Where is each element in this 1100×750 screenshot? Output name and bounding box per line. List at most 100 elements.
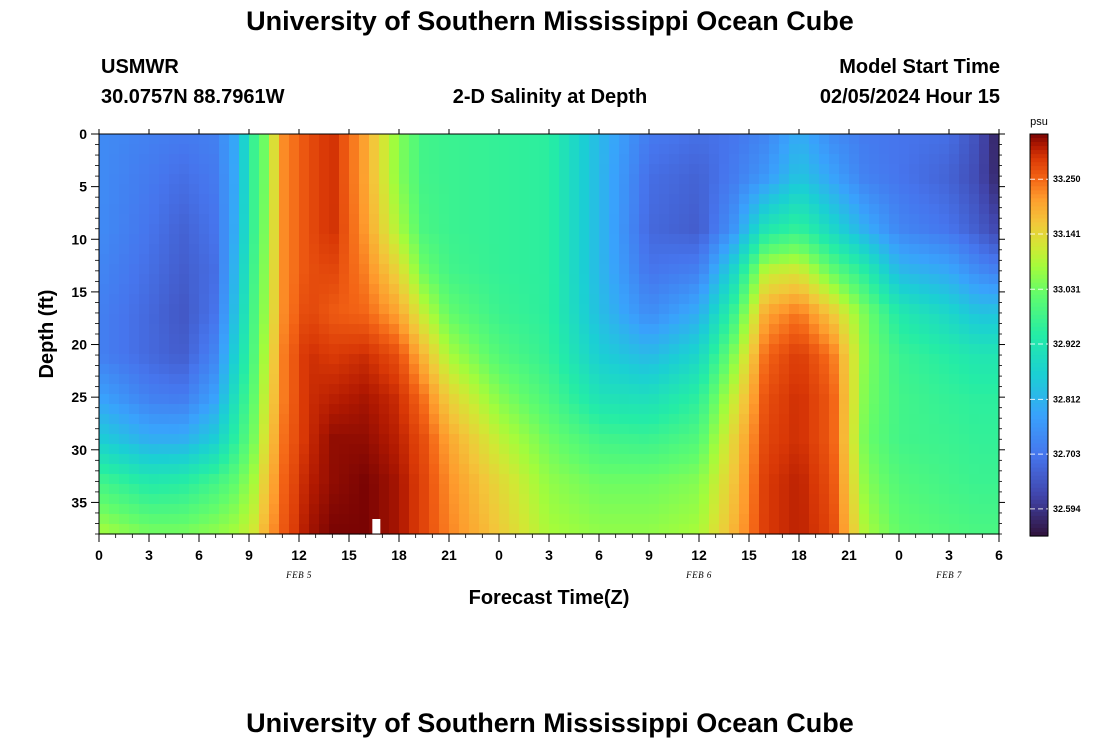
heatmap-cell — [679, 204, 690, 215]
heatmap-cell — [269, 444, 280, 455]
colorbar-segment — [1030, 202, 1048, 207]
heatmap-cell — [239, 414, 250, 425]
heatmap-cell — [469, 404, 480, 415]
heatmap-cell — [589, 364, 600, 375]
heatmap-cell — [219, 244, 230, 255]
heatmap-cell — [959, 254, 970, 265]
heatmap-cell — [849, 444, 860, 455]
heatmap-cell — [459, 434, 470, 445]
heatmap-cell — [869, 344, 880, 355]
heatmap-cell — [429, 324, 440, 335]
heatmap-cell — [219, 264, 230, 275]
heatmap-cell — [289, 184, 300, 195]
heatmap-cell — [509, 434, 520, 445]
heatmap-cell — [169, 134, 180, 145]
heatmap-cell — [119, 154, 130, 165]
heatmap-cell — [649, 384, 660, 395]
heatmap-cell — [429, 254, 440, 265]
colorbar-segment — [1030, 435, 1048, 441]
heatmap-cell — [439, 174, 450, 185]
heatmap-cell — [949, 504, 960, 515]
heatmap-cell — [349, 384, 360, 395]
heatmap-cell — [319, 264, 330, 275]
heatmap-cell — [439, 184, 450, 195]
heatmap-cell — [949, 454, 960, 465]
heatmap-cell — [879, 184, 890, 195]
heatmap-cell — [389, 304, 400, 315]
heatmap-cell — [379, 494, 390, 505]
heatmap-cell — [659, 194, 670, 205]
heatmap-cell — [769, 424, 780, 435]
heatmap-cell — [619, 494, 630, 505]
heatmap-cell — [99, 444, 110, 455]
heatmap-cell — [659, 164, 670, 175]
colorbar-segment — [1030, 499, 1048, 505]
heatmap-cell — [409, 264, 420, 275]
heatmap-cell — [259, 204, 270, 215]
heatmap-cell — [329, 474, 340, 485]
heatmap-cell — [649, 364, 660, 375]
x-tick-label: 9 — [245, 547, 253, 563]
heatmap-cell — [409, 514, 420, 525]
heatmap-cell — [189, 464, 200, 475]
heatmap-cell — [249, 224, 260, 235]
heatmap-cell — [729, 184, 740, 195]
heatmap-cell — [729, 224, 740, 235]
heatmap-cell — [149, 134, 160, 145]
heatmap-cell — [629, 504, 640, 515]
heatmap-cell — [149, 454, 160, 465]
heatmap-cell — [679, 344, 690, 355]
heatmap-cell — [779, 374, 790, 385]
heatmap-cell — [939, 464, 950, 475]
heatmap-cell — [289, 134, 300, 145]
heatmap-cell — [679, 494, 690, 505]
heatmap-cell — [569, 244, 580, 255]
heatmap-cell — [529, 284, 540, 295]
heatmap-cell — [199, 214, 210, 225]
heatmap-cell — [889, 204, 900, 215]
heatmap-cell — [779, 304, 790, 315]
heatmap-cell — [599, 194, 610, 205]
heatmap-cell — [129, 244, 140, 255]
heatmap-cell — [649, 334, 660, 345]
heatmap-cell — [689, 504, 700, 515]
colorbar-segment — [1030, 262, 1048, 268]
heatmap-cell — [869, 434, 880, 445]
heatmap-cell — [549, 324, 560, 335]
heatmap-cell — [639, 374, 650, 385]
heatmap-cell — [99, 454, 110, 465]
heatmap-cell — [229, 524, 240, 535]
heatmap-cell — [189, 284, 200, 295]
colorbar-segment — [1030, 310, 1048, 316]
heatmap-cell — [419, 444, 430, 455]
heatmap-cell — [919, 174, 930, 185]
heatmap-cell — [729, 374, 740, 385]
heatmap-cell — [979, 454, 990, 465]
heatmap-cell — [519, 134, 530, 145]
heatmap-cell — [259, 254, 270, 265]
heatmap-cell — [369, 264, 380, 275]
heatmap-cell — [559, 484, 570, 495]
heatmap-cell — [449, 344, 460, 355]
heatmap-cell — [949, 244, 960, 255]
heatmap-cell — [519, 234, 530, 245]
heatmap-cell — [819, 224, 830, 235]
heatmap-cell — [459, 234, 470, 245]
heatmap-cell — [679, 294, 690, 305]
heatmap-cell — [949, 364, 960, 375]
heatmap-cell — [339, 164, 350, 175]
heatmap-cell — [679, 394, 690, 405]
heatmap-cell — [569, 344, 580, 355]
heatmap-cell — [639, 344, 650, 355]
heatmap-cell — [519, 364, 530, 375]
heatmap-cell — [929, 264, 940, 275]
heatmap-cell — [169, 524, 180, 535]
heatmap-cell — [679, 484, 690, 495]
colorbar-segment — [1030, 467, 1048, 473]
heatmap-cell — [239, 434, 250, 445]
heatmap-cell — [159, 444, 170, 455]
heatmap-cell — [689, 274, 700, 285]
heatmap-cell — [609, 384, 620, 395]
heatmap-cell — [209, 404, 220, 415]
heatmap-cell — [129, 184, 140, 195]
